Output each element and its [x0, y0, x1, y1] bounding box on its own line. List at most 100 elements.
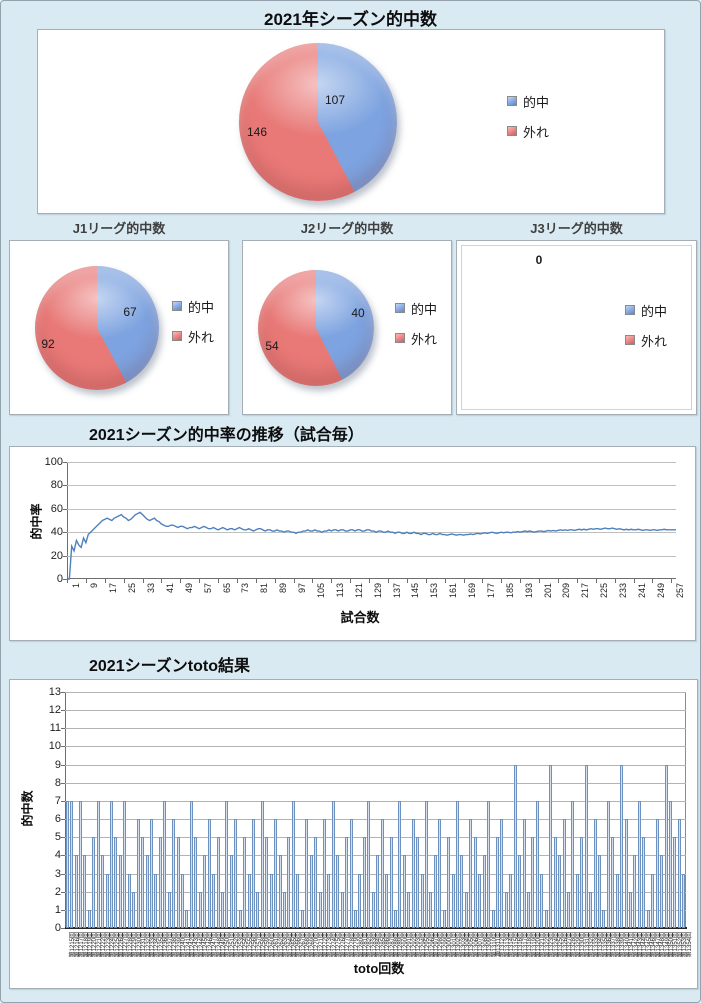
x-tick-label: 209 [561, 583, 572, 599]
bar [438, 819, 442, 928]
j1-pie [35, 266, 159, 390]
x-tick-label: 9 [89, 583, 100, 589]
bar [216, 837, 220, 928]
y-tick-mark [63, 485, 67, 487]
x-tick-mark [595, 579, 597, 583]
season-hit-value: 107 [324, 93, 346, 107]
bar [189, 800, 193, 928]
gridline [67, 555, 676, 557]
y-tick-label: 0 [56, 573, 63, 585]
y-tick-label: 20 [50, 549, 63, 562]
bar [660, 855, 664, 928]
bar [154, 873, 158, 928]
bar [203, 855, 207, 928]
legend-item-miss: 外れ [395, 331, 437, 347]
x-tick-label: 257 [674, 583, 685, 599]
legend-label-hit: 的中 [188, 299, 215, 315]
legend-label-hit: 的中 [523, 94, 550, 110]
y-tick-label: 7 [54, 794, 61, 807]
bar [385, 873, 389, 928]
bar [327, 873, 331, 928]
x-tick-mark [67, 579, 68, 583]
bar [349, 819, 353, 928]
bar-plot-area [65, 692, 686, 928]
j3-pie-title: J3リーグ的中数 [530, 221, 623, 236]
bar [65, 800, 69, 928]
bar-x-axis-line [65, 927, 687, 929]
x-tick-mark [406, 579, 408, 583]
x-tick-mark [85, 579, 87, 583]
x-tick-label: 201 [542, 583, 553, 599]
x-tick-label: 73 [240, 583, 251, 594]
x-tick-mark [123, 579, 125, 583]
bar [367, 800, 371, 928]
j2-legend: 的中 外れ [395, 301, 437, 361]
legend-item-hit: 的中 [625, 303, 667, 319]
bar [495, 837, 499, 928]
x-tick-label: 177 [485, 583, 496, 599]
bar [447, 837, 451, 928]
bar [424, 800, 428, 928]
y-tick-mark [61, 746, 65, 748]
x-tick-label: 129 [372, 583, 383, 599]
y-tick-label: 80 [50, 479, 63, 492]
bar [309, 855, 313, 928]
x-tick-label: 第1354回 [686, 932, 693, 958]
bar [589, 891, 593, 928]
season-pie-title: 2021年シーズン的中数 [264, 10, 437, 29]
bar [606, 800, 610, 928]
season-pie [239, 43, 397, 201]
x-tick-mark [161, 579, 163, 583]
x-tick-mark [652, 579, 654, 583]
bar [407, 891, 411, 928]
gridline [67, 462, 676, 463]
bar [380, 819, 384, 928]
bar [513, 764, 517, 928]
bar [163, 800, 167, 928]
bar [420, 873, 424, 928]
bar [110, 800, 114, 928]
j1-legend: 的中 外れ [172, 299, 214, 359]
legend-item-miss: 外れ [172, 329, 214, 345]
x-tick-mark [274, 579, 276, 583]
bar [167, 891, 171, 928]
bar [487, 800, 491, 928]
season-miss-value: 146 [246, 125, 268, 139]
bar [549, 764, 553, 928]
j2-pie-panel: 40 54 的中 外れ [242, 240, 452, 415]
line-x-axis-title: 試合数 [340, 610, 380, 625]
bar [318, 891, 322, 928]
y-tick-mark [63, 508, 67, 510]
bar [181, 873, 185, 928]
y-tick-mark [61, 692, 65, 693]
x-tick-label: 25 [127, 583, 138, 594]
bar [593, 819, 597, 928]
x-tick-label: 225 [599, 583, 610, 599]
legend-label-hit: 的中 [411, 301, 438, 317]
bar-chart-title: 2021シーズンtoto結果 [89, 658, 250, 675]
x-tick-label: 145 [410, 583, 421, 599]
bar [624, 819, 628, 928]
x-tick-label: 97 [297, 583, 308, 594]
j1-miss-value: 92 [41, 337, 55, 351]
x-tick-mark [482, 579, 484, 583]
x-tick-label: 1 [70, 583, 81, 589]
bar [331, 800, 335, 928]
bar [283, 891, 287, 928]
bar [158, 837, 162, 928]
bar [509, 873, 513, 928]
x-tick-label: 49 [183, 583, 194, 594]
bar [637, 800, 641, 928]
bar [278, 855, 282, 928]
bar [411, 819, 415, 928]
bar [597, 855, 601, 928]
x-tick-label: 57 [202, 583, 213, 594]
x-tick-mark [425, 579, 427, 583]
gridline [65, 837, 686, 839]
bar [500, 819, 504, 928]
j2-hit-value: 40 [351, 306, 365, 320]
bar [602, 909, 606, 928]
bar [105, 873, 109, 928]
line-plot-area [67, 462, 676, 579]
bar [336, 855, 340, 928]
